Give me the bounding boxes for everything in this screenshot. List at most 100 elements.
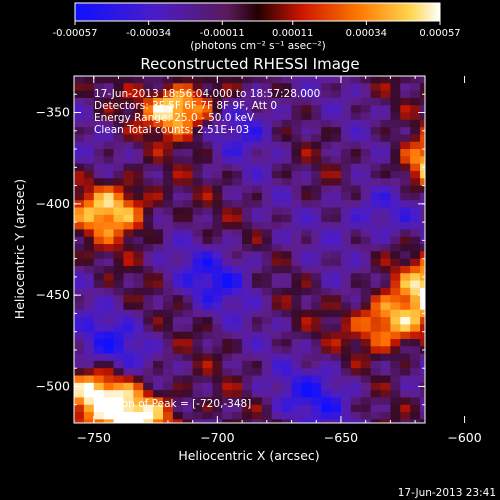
heatmap-cell [380, 287, 391, 296]
heatmap-cell [370, 76, 382, 84]
heatmap-cell [212, 90, 223, 99]
heatmap-cell [93, 141, 105, 150]
heatmap-cell [390, 170, 401, 179]
heatmap-cell [271, 149, 283, 157]
heatmap-cell [162, 390, 174, 399]
heatmap-cell [360, 375, 372, 384]
heatmap-cell [430, 346, 440, 354]
heatmap-cell [153, 427, 163, 435]
heatmap-cell [93, 287, 105, 296]
heatmap-cell [321, 368, 332, 377]
heatmap-cell [172, 324, 184, 333]
heatmap-cell [232, 170, 243, 179]
heatmap-cell [340, 273, 352, 282]
heatmap-cell [182, 119, 194, 128]
heatmap-cell [291, 141, 303, 150]
heatmap-cell [370, 287, 382, 296]
heatmap-cell [331, 375, 342, 384]
heatmap-cell [162, 214, 174, 223]
heatmap-cell [390, 214, 401, 223]
heatmap-cell [420, 244, 425, 252]
heatmap-cell [360, 229, 372, 238]
heatmap-cell [271, 207, 283, 216]
heatmap-cell [83, 258, 95, 267]
heatmap-cell [271, 375, 283, 384]
heatmap-cell [114, 427, 124, 435]
heatmap-cell [311, 185, 322, 194]
heatmap-cell [321, 265, 332, 274]
heatmap-cell [331, 353, 342, 362]
heatmap-cell [113, 76, 125, 84]
heatmap-cell [74, 412, 85, 420]
heatmap-cell [153, 119, 164, 128]
heatmap-cell [430, 156, 440, 164]
heatmap-cell [182, 112, 194, 121]
heatmap-cell [350, 412, 362, 420]
heatmap-cell [272, 427, 282, 435]
heatmap-cell [222, 244, 233, 252]
heatmap-cell [93, 200, 105, 209]
heatmap-cell [251, 251, 263, 260]
heatmap-cell [74, 149, 85, 157]
heatmap-cell [301, 90, 312, 99]
heatmap-cell [410, 119, 421, 128]
heatmap-cell [281, 273, 293, 282]
heatmap-cell [410, 346, 421, 355]
heatmap-cell [420, 265, 425, 274]
heatmap-cell [251, 83, 263, 92]
heatmap-cell [202, 141, 214, 150]
heatmap-cell [430, 105, 440, 113]
heatmap-cell [103, 258, 115, 267]
annotation-time-range: 17-Jun-2013 18:56:04.000 to 18:57:28.000 [94, 88, 320, 100]
heatmap-cell [83, 302, 95, 311]
heatmap-cell [222, 200, 233, 209]
heatmap-cell [350, 141, 362, 150]
heatmap-cell [123, 412, 134, 420]
heatmap-cell [370, 273, 382, 282]
heatmap-cell [271, 105, 283, 114]
heatmap-cell [281, 338, 293, 347]
heatmap-cell [430, 412, 440, 420]
heatmap-cell [162, 229, 174, 238]
heatmap-cell [202, 207, 214, 216]
heatmap-cell [133, 302, 144, 311]
heatmap-cell [153, 112, 164, 121]
heatmap-cell [103, 353, 115, 362]
heatmap-cell [113, 309, 125, 318]
heatmap-cell [172, 360, 184, 369]
heatmap-cell [143, 427, 153, 435]
heatmap-cell [93, 317, 105, 325]
heatmap-cell [74, 265, 85, 274]
heatmap-cell [103, 397, 115, 406]
heatmap-cell [360, 149, 372, 157]
heatmap-cell [271, 309, 283, 318]
heatmap-cell [162, 404, 174, 413]
heatmap-cell [162, 375, 174, 384]
heatmap-cell [370, 127, 382, 136]
heatmap-cell [162, 368, 174, 377]
heatmap-cell [291, 185, 303, 194]
heatmap-cell [162, 163, 174, 172]
heatmap-cell [420, 207, 425, 216]
heatmap-cell [123, 178, 134, 187]
heatmap-cell [232, 331, 243, 340]
heatmap-cell [251, 287, 263, 296]
heatmap-cell [380, 265, 391, 274]
heatmap-cell [192, 207, 204, 216]
heatmap-cell [380, 222, 391, 231]
heatmap-cell [331, 236, 342, 245]
heatmap-cell [232, 382, 243, 391]
heatmap-cell [192, 214, 204, 223]
heatmap-cell [311, 382, 322, 391]
heatmap-cell [301, 112, 312, 121]
heatmap-cell [103, 295, 115, 304]
heatmap-cell [390, 236, 401, 245]
heatmap-cell [271, 229, 283, 238]
heatmap-cell [182, 302, 194, 311]
heatmap-cell [123, 244, 134, 252]
heatmap-cell [430, 354, 440, 362]
heatmap-cell [350, 382, 362, 391]
heatmap-cell [271, 163, 283, 172]
heatmap-cell [143, 258, 154, 267]
heatmap-cell [261, 244, 273, 252]
